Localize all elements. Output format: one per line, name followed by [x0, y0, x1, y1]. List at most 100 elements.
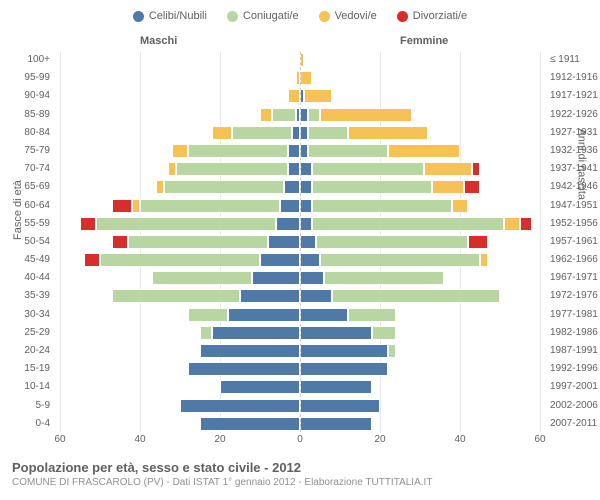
seg-vedovi	[156, 180, 164, 194]
bar-right	[300, 126, 428, 140]
bar-left	[112, 199, 300, 213]
seg-coniugati	[164, 180, 284, 194]
bar-left	[172, 144, 300, 158]
seg-divorziati	[464, 180, 480, 194]
seg-celibi	[300, 362, 388, 376]
y-axis-title-left: Fasce di età	[12, 180, 24, 240]
age-tick: 45-49	[0, 252, 55, 268]
seg-coniugati	[200, 326, 212, 340]
bar-left	[200, 344, 300, 358]
seg-celibi	[284, 180, 300, 194]
age-tick: 20-24	[0, 343, 55, 359]
legend-item: Celibi/Nubili	[133, 10, 207, 22]
bar-left	[80, 217, 300, 231]
bar-left	[260, 108, 300, 122]
year-tick: 1947-1951	[545, 198, 600, 214]
legend-color-icon	[319, 11, 330, 22]
seg-celibi	[292, 126, 300, 140]
bar-right	[300, 144, 460, 158]
bar-left	[180, 399, 300, 413]
seg-celibi	[240, 289, 300, 303]
chart-title: Popolazione per età, sesso e stato civil…	[12, 460, 588, 475]
seg-vedovi	[300, 71, 312, 85]
seg-divorziati	[112, 199, 132, 213]
seg-vedovi	[168, 162, 176, 176]
legend-color-icon	[133, 11, 144, 22]
age-tick: 40-44	[0, 270, 55, 286]
bar-right	[300, 108, 412, 122]
seg-coniugati	[388, 344, 396, 358]
age-tick: 95-99	[0, 70, 55, 86]
year-tick: 1997-2001	[545, 379, 600, 395]
seg-vedovi	[172, 144, 188, 158]
seg-celibi	[300, 126, 308, 140]
seg-celibi	[200, 417, 300, 431]
year-tick: 1992-1996	[545, 361, 600, 377]
legend-item: Divorziati/e	[397, 10, 467, 22]
seg-vedovi	[452, 199, 468, 213]
year-tick: 2002-2006	[545, 398, 600, 414]
seg-vedovi	[304, 89, 332, 103]
seg-coniugati	[308, 126, 348, 140]
bar-left	[220, 380, 300, 394]
age-tick: 10-14	[0, 379, 55, 395]
year-tick: 1927-1931	[545, 125, 600, 141]
bar-right	[300, 399, 380, 413]
seg-celibi	[260, 253, 300, 267]
year-tick: 1957-1961	[545, 234, 600, 250]
seg-vedovi	[388, 144, 460, 158]
age-tick: 5-9	[0, 398, 55, 414]
seg-vedovi	[132, 199, 140, 213]
legend: Celibi/NubiliConiugati/eVedovi/eDivorzia…	[0, 0, 600, 22]
age-tick: 15-19	[0, 361, 55, 377]
bar-left	[188, 362, 300, 376]
seg-celibi	[268, 235, 300, 249]
year-tick: 1942-1946	[545, 179, 600, 195]
bar-left	[200, 326, 300, 340]
seg-vedovi	[504, 217, 520, 231]
bar-right	[300, 253, 488, 267]
seg-celibi	[300, 326, 372, 340]
seg-celibi	[300, 199, 312, 213]
legend-item: Vedovi/e	[319, 10, 377, 22]
seg-coniugati	[312, 217, 504, 231]
seg-celibi	[300, 271, 324, 285]
legend-label: Celibi/Nubili	[149, 10, 207, 22]
seg-celibi	[300, 162, 312, 176]
seg-celibi	[300, 253, 320, 267]
year-tick: ≤ 1911	[545, 52, 600, 68]
bar-left	[188, 308, 300, 322]
seg-coniugati	[188, 144, 288, 158]
bar-right	[300, 289, 500, 303]
bar-right	[300, 380, 372, 394]
x-tick: 0	[297, 434, 303, 445]
bar-right	[300, 271, 444, 285]
bar-right	[300, 217, 532, 231]
chart-footer: Popolazione per età, sesso e stato civil…	[12, 460, 588, 488]
seg-divorziati	[80, 217, 96, 231]
seg-celibi	[252, 271, 300, 285]
seg-celibi	[300, 289, 332, 303]
year-axis-labels: ≤ 19111912-19161917-19211922-19261927-19…	[545, 52, 600, 432]
seg-coniugati	[312, 199, 452, 213]
year-tick: 1952-1956	[545, 216, 600, 232]
bar-left	[200, 417, 300, 431]
seg-celibi	[300, 417, 372, 431]
age-tick: 25-29	[0, 325, 55, 341]
plot-area	[60, 52, 540, 432]
legend-color-icon	[397, 11, 408, 22]
age-tick: 60-64	[0, 198, 55, 214]
seg-vedovi	[424, 162, 472, 176]
seg-coniugati	[312, 162, 424, 176]
year-tick: 2007-2011	[545, 416, 600, 432]
seg-vedovi	[432, 180, 464, 194]
seg-coniugati	[176, 162, 288, 176]
seg-coniugati	[320, 253, 480, 267]
x-tick: 60	[534, 434, 545, 445]
age-tick: 0-4	[0, 416, 55, 432]
year-tick: 1917-1921	[545, 88, 600, 104]
bar-right	[300, 362, 388, 376]
seg-vedovi	[348, 126, 428, 140]
seg-coniugati	[308, 108, 320, 122]
seg-coniugati	[348, 308, 396, 322]
